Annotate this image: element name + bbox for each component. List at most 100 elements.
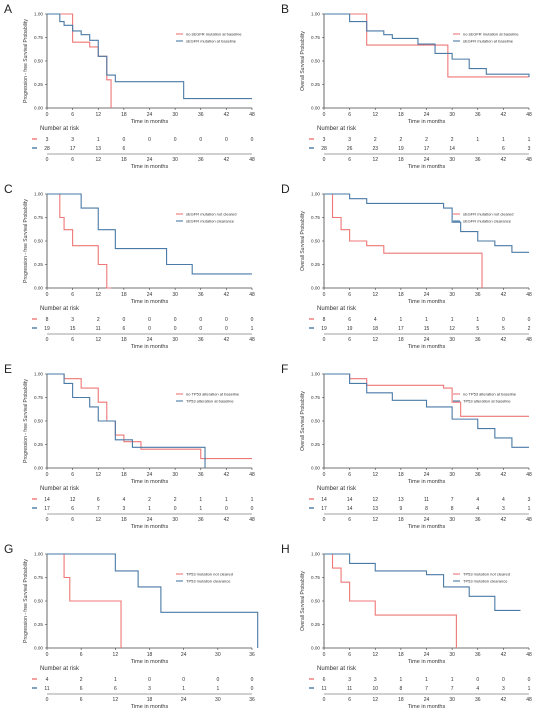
risk-count: 0 [148,326,151,332]
y-tick-label: 0.00 [34,646,43,651]
legend-label: TP53 mutation clearance [186,579,231,584]
y-tick-label: 0.75 [34,35,43,40]
km-panel-d: D 0.00 0.25 0.50 0.75 1.00 0 6 12 18 24 30 36 42 48 Tim… [277,180,553,360]
risk-count: 0 [225,137,228,143]
x-tick-label: 18 [398,112,404,118]
x-tick-label: 12 [372,472,378,478]
y-tick-label: 1.00 [311,192,320,197]
risk-x-tick-label: 48 [249,157,255,163]
risk-count: 13 [372,506,378,512]
risk-count: 28 [44,146,50,152]
panel-letter: H [281,542,290,556]
x-tick-label: 24 [424,472,430,478]
risk-count: 1 [476,137,479,143]
x-tick-label: 12 [372,292,378,298]
risk-count: 6 [114,686,117,692]
risk-x-tick-label: 42 [224,517,230,523]
risk-count: 0 [251,686,254,692]
risk-count: 4 [476,686,479,692]
risk-x-tick-label: 30 [449,517,455,523]
y-axis-label: Progression - free Survival Probability [23,379,29,463]
x-tick-label: 24 [147,112,153,118]
risk-x-tick-label: 48 [249,337,255,343]
x-tick-label: 0 [46,472,49,478]
risk-x-tick-label: 36 [475,517,481,523]
panel-letter: G [4,542,14,556]
risk-x-tick-label: 24 [424,517,430,523]
km-panel-a: A 0.00 0.25 0.50 0.75 1.00 0 6 12 18 24 30 36 42 48 Tim… [0,0,276,180]
risk-count: 3 [323,137,326,143]
risk-count: 3 [46,137,49,143]
y-tick-label: 0.25 [311,622,320,627]
y-tick-label: 0.25 [34,442,43,447]
risk-count: 0 [174,317,177,323]
x-tick-label: 42 [501,652,507,658]
risk-count: 19 [321,326,327,332]
x-tick-label: 24 [424,292,430,298]
y-tick-label: 0.75 [311,35,320,40]
x-tick-label: 6 [71,112,74,118]
risk-x-tick-label: 36 [198,337,204,343]
x-tick-label: 0 [323,112,326,118]
risk-table-title: Number at risk [40,666,80,672]
risk-count: 12 [372,497,378,503]
panel-letter: F [281,362,289,376]
risk-count: 8 [46,317,49,323]
risk-count: 0 [225,326,228,332]
panel-letter: C [4,182,13,196]
y-tick-label: 0.00 [311,106,320,111]
x-tick-label: 36 [475,652,481,658]
risk-count: 3 [71,317,74,323]
x-tick-label: 12 [113,652,119,658]
x-tick-label: 42 [224,292,230,298]
x-tick-label: 24 [147,292,153,298]
risk-x-tick-label: 24 [424,697,430,703]
panel-letter: A [4,2,13,16]
risk-x-tick-label: 30 [172,517,178,523]
risk-count: 7 [451,686,454,692]
risk-x-tick-label: 42 [224,337,230,343]
risk-x-tick-label: 12 [95,337,101,343]
x-tick-label: 6 [348,472,351,478]
risk-count: 1 [97,137,100,143]
legend-label: sEGFR mutation not cleared [463,212,513,217]
x-tick-label: 6 [71,472,74,478]
risk-x-tick-label: 18 [398,337,404,343]
risk-x-tick-label: 18 [121,337,127,343]
risk-count: 0 [216,677,219,683]
risk-count: 1 [182,686,185,692]
km-curve-red [324,193,483,288]
y-tick-label: 0.00 [311,646,320,651]
risk-count: 0 [174,137,177,143]
km-curve-red [47,13,112,108]
risk-x-tick-label: 12 [372,517,378,523]
x-tick-label: 48 [249,112,255,118]
x-tick-label: 0 [46,292,49,298]
km-curve-red [47,373,252,460]
risk-x-tick-label: 30 [449,337,455,343]
y-tick-label: 0.50 [311,59,320,64]
risk-x-tick-label: 42 [501,337,507,343]
x-tick-label: 36 [198,292,204,298]
x-tick-label: 42 [224,112,230,118]
km-panel-e: E 0.00 0.25 0.50 0.75 1.00 0 6 12 18 24 30 36 42 48 Tim… [0,360,276,540]
y-axis-label: Overall Survival Probability [300,211,306,271]
km-curve-red [47,553,122,648]
x-tick-label: 30 [449,112,455,118]
x-axis-label: Time in months [408,479,446,485]
x-tick-label: 6 [80,652,83,658]
legend-label: no TP53 alteration at baseline [463,392,517,397]
risk-table-title: Number at risk [40,126,80,132]
km-panel-g: G 0.00 0.25 0.50 0.75 1.00 0 6 12 18 24 30 36 Time in… [0,540,276,720]
risk-count: 0 [502,317,505,323]
risk-x-axis-label: Time in months [131,704,169,710]
risk-count: 6 [80,686,83,692]
risk-x-tick-label: 0 [46,517,49,523]
y-tick-label: 0.00 [34,286,43,291]
risk-count: 1 [528,686,531,692]
x-tick-label: 48 [526,652,532,658]
x-tick-label: 36 [249,652,255,658]
risk-count: 3 [502,506,505,512]
risk-x-tick-label: 12 [95,517,101,523]
y-tick-label: 0.50 [34,599,43,604]
